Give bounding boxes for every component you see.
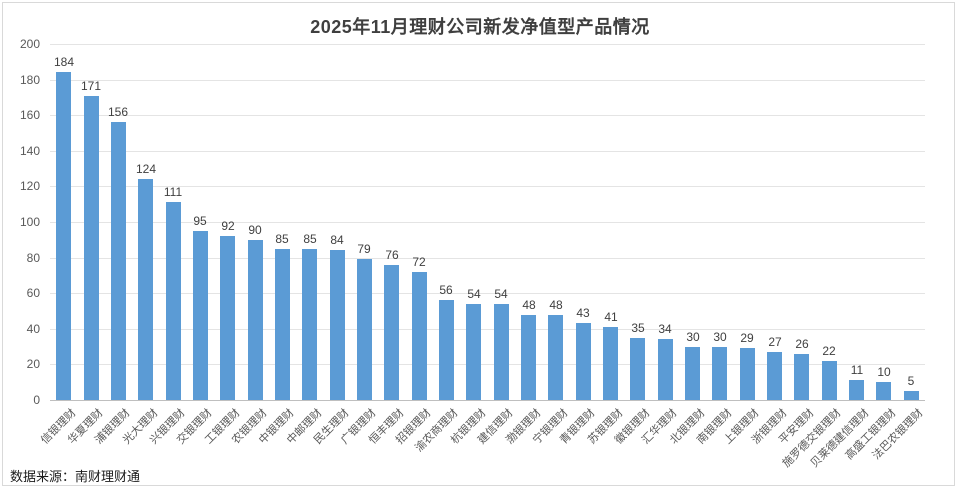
bar-value-label: 124: [135, 162, 157, 176]
bar: [138, 179, 153, 400]
bar-value-label: 72: [412, 255, 426, 269]
bar: [166, 202, 181, 400]
bar-value-label: 27: [768, 335, 782, 349]
bar: [712, 347, 727, 400]
bar-value-label: 171: [80, 79, 102, 93]
bar-value-label: 5: [907, 374, 915, 388]
bar-value-label: 85: [303, 232, 317, 246]
gridline: [50, 44, 925, 45]
chart-frame: [2, 2, 955, 486]
chart-title: 2025年11月理财公司新发净值型产品情况: [310, 17, 650, 37]
bar: [111, 122, 126, 400]
y-axis-tick-label: 20: [26, 357, 40, 371]
bar: [521, 315, 536, 400]
bar-value-label: 11: [850, 363, 864, 377]
bar: [275, 249, 290, 400]
y-axis-tick-label: 0: [33, 393, 40, 407]
gridline: [50, 364, 925, 365]
bar: [849, 380, 864, 400]
bar-value-label: 48: [522, 298, 536, 312]
bar-value-label: 85: [275, 232, 289, 246]
source-note: 数据来源：南财理财通: [10, 469, 141, 484]
y-axis-tick-label: 100: [19, 215, 40, 229]
bar: [220, 236, 235, 400]
bar: [248, 240, 263, 400]
bar: [466, 304, 481, 400]
x-axis-line: [50, 400, 925, 401]
gridline: [50, 151, 925, 152]
bar: [357, 259, 372, 400]
bar: [658, 339, 673, 400]
bar: [876, 382, 891, 400]
y-axis-tick-label: 40: [26, 322, 40, 336]
gridline: [50, 222, 925, 223]
bar: [494, 304, 509, 400]
bar-value-label: 95: [193, 214, 207, 228]
bar-value-label: 76: [385, 248, 399, 262]
bar-value-label: 156: [107, 105, 129, 119]
bar: [794, 354, 809, 400]
bar-value-label: 56: [439, 283, 453, 297]
bar-value-label: 111: [163, 185, 183, 199]
bar-value-label: 41: [604, 310, 618, 324]
bar: [330, 250, 345, 400]
y-axis-tick-label: 60: [26, 286, 40, 300]
bar-value-label: 84: [330, 233, 344, 247]
bar: [84, 96, 99, 400]
bar-value-label: 26: [795, 337, 809, 351]
bar-value-label: 92: [221, 219, 235, 233]
bar: [740, 348, 755, 400]
bar: [56, 72, 71, 400]
bar-value-label: 29: [740, 331, 754, 345]
gridline: [50, 115, 925, 116]
bar-value-label: 30: [686, 330, 700, 344]
bar-value-label: 48: [549, 298, 563, 312]
bar: [767, 352, 782, 400]
bar: [548, 315, 563, 400]
bar: [576, 323, 591, 400]
gridline: [50, 329, 925, 330]
y-axis-tick-label: 180: [19, 73, 40, 87]
bar-value-label: 54: [467, 287, 481, 301]
y-axis-tick-label: 140: [19, 144, 40, 158]
bar: [630, 338, 645, 400]
gridline: [50, 80, 925, 81]
gridline: [50, 186, 925, 187]
bar: [685, 347, 700, 400]
bar: [603, 327, 618, 400]
bar-value-label: 90: [248, 223, 262, 237]
bar: [904, 391, 919, 400]
bar-value-label: 22: [822, 344, 836, 358]
bar: [384, 265, 399, 400]
bar: [412, 272, 427, 400]
bar-value-label: 35: [631, 321, 645, 335]
gridline: [50, 258, 925, 259]
y-axis-tick-label: 160: [19, 108, 40, 122]
bar-value-label: 54: [494, 287, 508, 301]
y-axis-tick-label: 200: [19, 37, 40, 51]
bar: [193, 231, 208, 400]
bar: [302, 249, 317, 400]
y-axis-tick-label: 80: [26, 251, 40, 265]
bar-value-label: 10: [877, 365, 891, 379]
gridline: [50, 293, 925, 294]
bar: [439, 300, 454, 400]
bar-value-label: 30: [713, 330, 727, 344]
bar-value-label: 79: [357, 242, 371, 256]
bar: [822, 361, 837, 400]
bar-value-label: 184: [53, 55, 75, 69]
bar-value-label: 43: [576, 306, 590, 320]
y-axis-tick-label: 120: [19, 179, 40, 193]
bar-value-label: 34: [658, 322, 672, 336]
